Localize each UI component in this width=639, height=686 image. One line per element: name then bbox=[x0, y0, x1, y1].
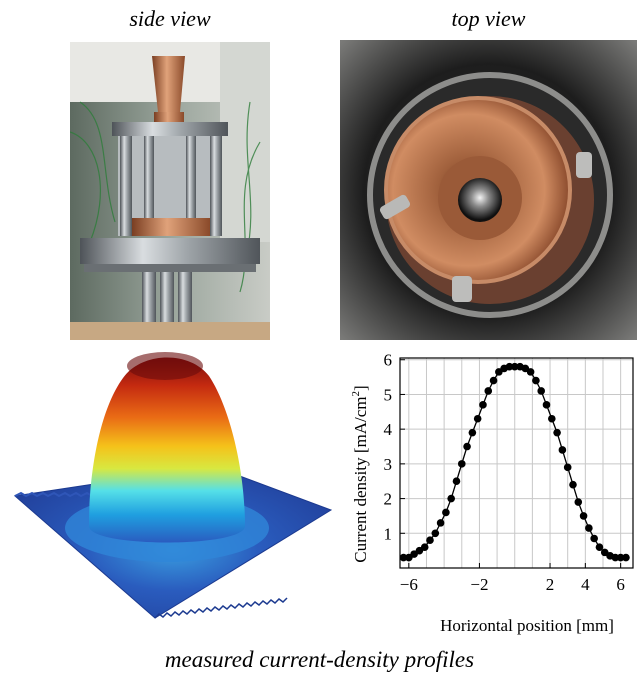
data-point bbox=[574, 498, 583, 506]
data-point bbox=[442, 508, 450, 517]
y-tick-label: 3 bbox=[384, 455, 393, 474]
data-point bbox=[431, 529, 440, 538]
y-tick-label: 4 bbox=[384, 420, 393, 439]
profile-chart-svg: Horizontal position [mm] −6 −2 2 4 6 1 2 3 4 5 6 Cu… bbox=[350, 351, 634, 635]
data-point bbox=[526, 368, 535, 376]
top-view-caption: top view bbox=[451, 6, 526, 31]
data-point bbox=[447, 494, 455, 503]
data-point bbox=[611, 553, 620, 562]
x-tick-label: −2 bbox=[470, 575, 488, 594]
data-point bbox=[484, 387, 493, 395]
data-point bbox=[553, 428, 561, 437]
y-tick-label: 2 bbox=[384, 490, 393, 509]
data-point bbox=[579, 512, 588, 520]
data-point bbox=[436, 519, 445, 527]
x-tick-label: 6 bbox=[616, 575, 625, 594]
data-point bbox=[505, 362, 514, 371]
profiles-caption: measured current-density profiles bbox=[164, 647, 475, 672]
data-point bbox=[479, 401, 487, 409]
y-axis-label: Current density [mA/cm2] bbox=[350, 385, 370, 562]
plot-frame bbox=[399, 357, 634, 569]
data-point bbox=[399, 553, 408, 562]
data-point bbox=[457, 460, 466, 468]
side-view-photo bbox=[70, 42, 270, 340]
data-point bbox=[473, 414, 482, 423]
top-view-photo bbox=[340, 40, 637, 340]
side-view-caption: side view bbox=[129, 6, 211, 31]
data-point bbox=[563, 463, 572, 472]
data-point bbox=[595, 543, 604, 551]
x-tick-label: 2 bbox=[546, 575, 555, 594]
data-point bbox=[622, 553, 630, 562]
y-tick-label: 6 bbox=[384, 351, 393, 370]
data-point bbox=[558, 446, 567, 454]
y-tick-label: 5 bbox=[384, 385, 393, 404]
data-point bbox=[452, 477, 461, 486]
data-point bbox=[426, 536, 434, 545]
data-point bbox=[420, 543, 429, 551]
data-point bbox=[585, 524, 593, 532]
x-axis-label: Horizontal position [mm] bbox=[440, 616, 614, 635]
x-tick-label: 4 bbox=[581, 575, 590, 594]
data-point bbox=[537, 387, 546, 395]
data-point bbox=[468, 428, 477, 437]
data-point bbox=[510, 362, 519, 371]
data-point bbox=[542, 401, 551, 409]
data-point bbox=[590, 534, 598, 543]
data-point bbox=[489, 376, 498, 385]
data-point bbox=[616, 553, 625, 562]
x-tick-label: −6 bbox=[400, 575, 418, 594]
data-point bbox=[532, 376, 540, 385]
current-density-profile-chart: Horizontal position [mm] −6 −2 2 4 6 1 2 3 4 5 6 Cu… bbox=[348, 344, 639, 644]
data-point bbox=[548, 414, 556, 423]
current-density-3d-surface bbox=[5, 348, 335, 638]
data-point bbox=[463, 442, 471, 451]
y-tick-label: 1 bbox=[384, 524, 393, 543]
data-point bbox=[569, 480, 577, 489]
